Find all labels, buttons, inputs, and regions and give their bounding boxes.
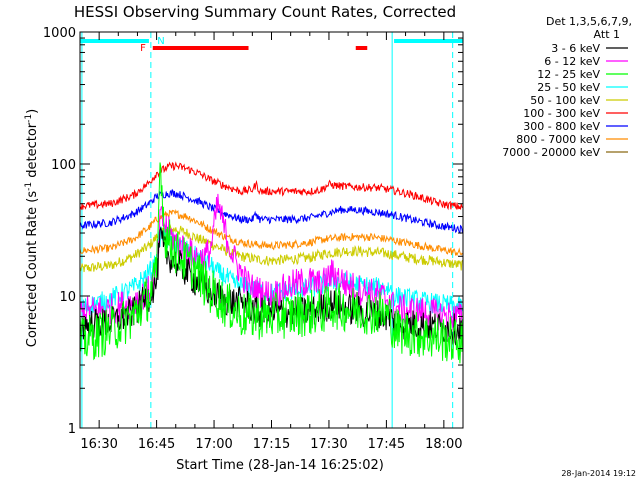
legend-label-7: 800 - 7000 keV — [516, 133, 600, 146]
legend-label-8: 7000 - 20000 keV — [502, 146, 600, 159]
x-tick-label-5: 17:45 — [368, 437, 405, 452]
series-line-4 — [80, 223, 463, 273]
y-axis-label-exp2: -1 — [24, 114, 34, 123]
x-tick-label-0: 16:30 — [80, 437, 117, 452]
series-line-6 — [80, 188, 463, 235]
series-line-5 — [80, 161, 463, 211]
y-axis-label: Corrected Count Rate (s-1 detector-1) — [24, 109, 40, 347]
series-line-2 — [80, 162, 463, 364]
legend-label-3: 25 - 50 keV — [537, 81, 600, 94]
flag-label-2: F — [140, 43, 146, 54]
series-line-7 — [80, 209, 463, 257]
legend-label-6: 300 - 800 keV — [523, 120, 600, 133]
x-axis-label: Start Time (28-Jan-14 16:25:02) — [176, 458, 384, 473]
y-axis-label-main: Corrected Count Rate (s — [25, 191, 40, 348]
legend-label-1: 6 - 12 keV — [544, 55, 600, 68]
y-axis-label-exp1: -1 — [24, 182, 34, 191]
y-axis-label-mid: detector — [25, 122, 40, 182]
flag-label-1: N — [157, 36, 164, 47]
legend-label-0: 3 - 6 keV — [551, 42, 600, 55]
x-tick-label-4: 17:30 — [310, 437, 347, 452]
plot-frame — [79, 31, 464, 429]
footer-timestamp: 28-Jan-2014 19:12 — [561, 469, 636, 478]
legend-label-4: 50 - 100 keV — [530, 94, 600, 107]
legend-title-line-1: Det 1,3,5,6,7,9, — [546, 15, 632, 28]
x-tick-label-3: 17:15 — [253, 437, 290, 452]
legend-label-2: 12 - 25 keV — [537, 68, 600, 81]
chart-title: HESSI Observing Summary Count Rates, Cor… — [74, 3, 456, 21]
x-tick-label-1: 16:45 — [138, 437, 175, 452]
legend-title-line-2: Att 1 — [594, 28, 620, 41]
x-tick-label-2: 17:00 — [195, 437, 232, 452]
x-tick-label-6: 18:00 — [425, 437, 462, 452]
y-tick-label-0: 1 — [68, 422, 76, 437]
legend-label-5: 100 - 300 keV — [523, 107, 600, 120]
y-tick-label-2: 100 — [51, 158, 76, 173]
y-tick-label-1: 10 — [59, 290, 76, 305]
y-axis-label-end: ) — [25, 109, 40, 114]
y-tick-label-3: 1000 — [43, 26, 76, 41]
